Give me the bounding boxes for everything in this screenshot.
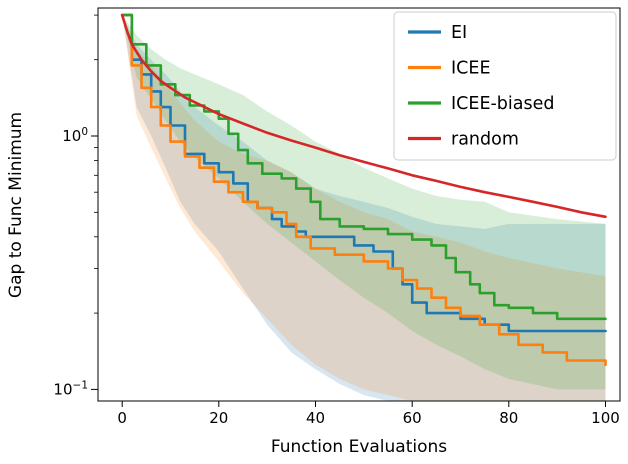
legend-label-EI: EI xyxy=(451,23,467,43)
legend-label-random: random xyxy=(451,130,519,150)
series-band-ICEE-biased xyxy=(122,15,606,390)
series-line-ICEE xyxy=(120,13,607,367)
confidence-bands xyxy=(122,15,606,401)
plot-frame xyxy=(97,7,621,402)
x-tick-label: 40 xyxy=(306,409,325,427)
series-line-EI xyxy=(120,13,607,333)
series-line-random xyxy=(120,13,607,219)
legend-box xyxy=(393,11,617,161)
y-tick-label: 10−1 xyxy=(53,379,88,398)
y-axis-label: Gap to Func Minimum xyxy=(6,112,26,298)
axis-ticks: 0 20 40 60 80 100 100 10−1 xyxy=(53,14,620,427)
legend-label-ICEE: ICEE xyxy=(451,59,491,79)
y-tick-label: 100 xyxy=(62,126,88,145)
x-tick-label: 60 xyxy=(403,409,422,427)
x-axis-label: Function Evaluations xyxy=(271,437,447,457)
x-tick-label: 0 xyxy=(117,409,127,427)
series-band-EI xyxy=(122,15,606,401)
legend: EI ICEE ICEE-biased random xyxy=(393,11,617,161)
x-tick-label: 100 xyxy=(591,409,620,427)
x-tick-label: 20 xyxy=(209,409,228,427)
series-band-ICEE xyxy=(122,15,606,401)
series-lines xyxy=(120,13,607,367)
legend-label-ICEE-biased: ICEE-biased xyxy=(451,94,555,114)
x-tick-label: 80 xyxy=(499,409,518,427)
axes-frame xyxy=(97,7,621,402)
